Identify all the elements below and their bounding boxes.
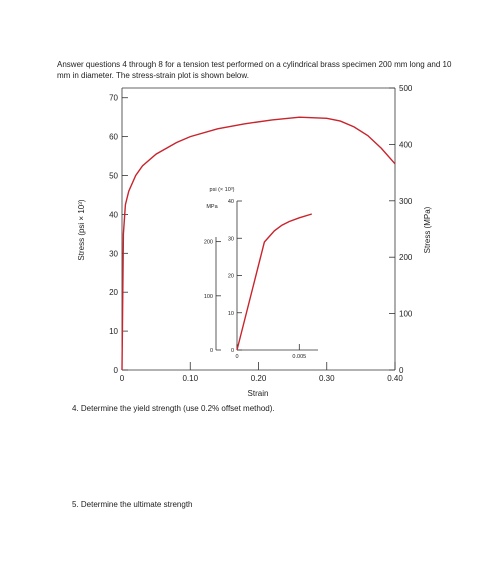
inset-y-tick-label-right: 100 <box>204 294 213 300</box>
main-x-tick-label: 0.10 <box>182 374 198 383</box>
main-x-tick-label: 0.30 <box>319 374 335 383</box>
main-y-tick-label-left: 20 <box>109 288 118 297</box>
main-y-tick-label-left: 60 <box>109 133 118 142</box>
y-axis-label-left: Stress (psi × 10³) <box>77 199 86 260</box>
main-y-tick-label-right: 300 <box>399 197 413 206</box>
inset-right-unit: MPa <box>206 204 218 210</box>
question-5: 5. Determine the ultimate strength <box>72 500 193 509</box>
main-y-tick-label-right: 100 <box>399 310 413 319</box>
inset-y-tick-label-right: 0 <box>210 348 213 354</box>
main-series-line <box>121 116 396 371</box>
inset-x-ticks: 0 0.005 <box>235 344 306 360</box>
inset-y-ticks-right: 0 100 200 <box>204 240 221 354</box>
main-x-ticks: 0 0.10 0.20 0.30 0.40 <box>120 362 403 383</box>
main-x-tick-label: 0.20 <box>251 374 267 383</box>
main-y-ticks-right: 0 100 200 300 400 500 <box>389 84 413 375</box>
main-y-tick-label-left: 50 <box>109 172 118 181</box>
main-y-tick-label-left: 10 <box>109 327 118 336</box>
inset-y-tick-label-left: 30 <box>228 236 234 242</box>
inset-y-tick-label-left: 20 <box>228 274 234 280</box>
inset-y-tick-label-left: 10 <box>228 311 234 317</box>
main-y-tick-label-right: 0 <box>399 366 404 375</box>
main-x-tick-label: 0 <box>120 374 125 383</box>
main-y-tick-label-right: 500 <box>399 84 413 93</box>
main-y-tick-label-left: 0 <box>114 366 119 375</box>
inset-x-tick-label: 0.005 <box>292 354 306 360</box>
x-axis-label: Strain <box>248 389 269 398</box>
inset-y-tick-label-left: 40 <box>228 199 234 205</box>
question-4: 4. Determine the yield strength (use 0.2… <box>72 404 275 413</box>
main-y-tick-label-left: 70 <box>109 94 118 103</box>
inset-x-tick-label: 0 <box>235 354 238 360</box>
main-y-tick-label-left: 40 <box>109 210 118 219</box>
main-y-ticks-left: 0 10 20 30 40 50 60 70 <box>109 94 128 375</box>
inset-left-unit: psi (× 10³) <box>210 187 235 193</box>
main-y-tick-label-left: 30 <box>109 249 118 258</box>
main-x-tick-label: 0.40 <box>387 374 403 383</box>
y-axis-label-right: Stress (MPa) <box>423 206 432 253</box>
main-axes <box>121 87 396 371</box>
inset-series-line <box>236 213 313 351</box>
intro-text: Answer questions 4 through 8 for a tensi… <box>57 60 452 80</box>
inset-y-tick-label-left: 0 <box>231 348 234 354</box>
main-y-tick-label-right: 200 <box>399 253 413 262</box>
inset-y-ticks-left: 0 10 20 30 40 <box>228 199 242 354</box>
inset-y-tick-label-right: 200 <box>204 240 213 246</box>
main-y-tick-label-right: 400 <box>399 140 413 149</box>
